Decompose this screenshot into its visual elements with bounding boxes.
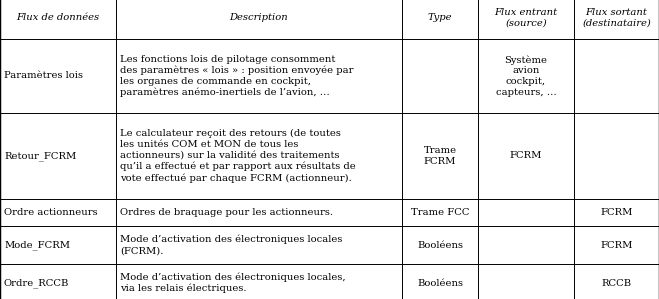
Text: Booléens: Booléens xyxy=(417,240,463,249)
Text: Trame
FCRM: Trame FCRM xyxy=(424,146,457,166)
Text: FCRM: FCRM xyxy=(510,152,542,161)
Text: Booléens: Booléens xyxy=(417,278,463,288)
Text: Flux de données: Flux de données xyxy=(16,13,100,22)
Text: Mode d’activation des électroniques locales
(FCRM).: Mode d’activation des électroniques loca… xyxy=(120,235,343,255)
Text: Flux entrant
(source): Flux entrant (source) xyxy=(494,8,558,28)
Text: Mode_FCRM: Mode_FCRM xyxy=(4,240,70,250)
Text: Ordre actionneurs: Ordre actionneurs xyxy=(4,208,98,217)
Text: Ordres de braquage pour les actionneurs.: Ordres de braquage pour les actionneurs. xyxy=(120,208,333,217)
Text: FCRM: FCRM xyxy=(600,208,633,217)
Text: Ordre_RCCB: Ordre_RCCB xyxy=(4,278,69,288)
Text: Mode d’activation des électroniques locales,
via les relais électriques.: Mode d’activation des électroniques loca… xyxy=(120,273,345,293)
Text: Flux sortant
(destinataire): Flux sortant (destinataire) xyxy=(582,8,651,28)
Text: Type: Type xyxy=(428,13,452,22)
Text: Le calculateur reçoit des retours (de toutes
les unités COM et MON de tous les
a: Le calculateur reçoit des retours (de to… xyxy=(120,129,356,183)
Text: Description: Description xyxy=(229,13,289,22)
Text: Trame FCC: Trame FCC xyxy=(411,208,469,217)
Text: Les fonctions lois de pilotage consomment
des paramètres « lois » : position env: Les fonctions lois de pilotage consommen… xyxy=(120,55,353,97)
Text: RCCB: RCCB xyxy=(602,278,631,288)
Text: FCRM: FCRM xyxy=(600,240,633,249)
Text: Système
avion
cockpit,
capteurs, …: Système avion cockpit, capteurs, … xyxy=(496,55,556,97)
Text: Retour_FCRM: Retour_FCRM xyxy=(4,151,76,161)
Text: Paramètres lois: Paramètres lois xyxy=(4,71,83,80)
